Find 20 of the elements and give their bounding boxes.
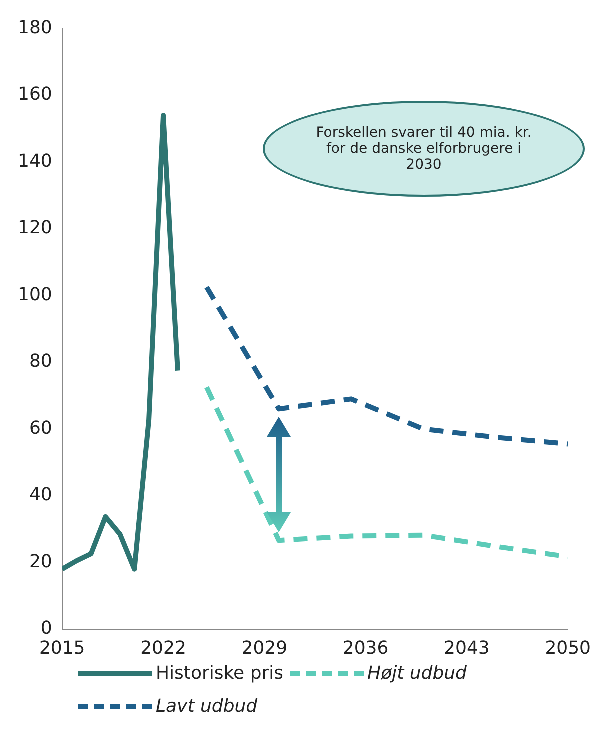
y-tick-label: 20: [29, 551, 52, 572]
legend-label: Lavt udbud: [156, 696, 258, 717]
y-tick-label: 180: [18, 17, 52, 38]
y-tick-label: 0: [40, 618, 52, 640]
annotation: Forskellen svarer til 40 mia. kr. for de danske elforbrugere i 2030: [315, 124, 533, 175]
x-tick-label: 2036: [342, 638, 389, 659]
y-tick-label: 60: [29, 418, 52, 439]
x-tick-label: 2029: [242, 638, 288, 659]
y-tick-label: 100: [18, 284, 52, 306]
y-tick-label: 160: [18, 84, 52, 106]
y-tick-label: 120: [18, 218, 52, 239]
legend-label: Historiske pris: [156, 663, 284, 684]
y-tick-label: 80: [29, 351, 52, 372]
y-tick-label: 40: [29, 484, 52, 506]
x-tick-label: 2050: [545, 638, 591, 659]
legend-label: Højt udbud: [368, 663, 467, 684]
x-tick-label: 2015: [39, 638, 86, 659]
x-tick-label: 2043: [444, 638, 490, 659]
x-tick-label: 2022: [140, 638, 186, 659]
y-tick-label: 140: [18, 150, 52, 172]
